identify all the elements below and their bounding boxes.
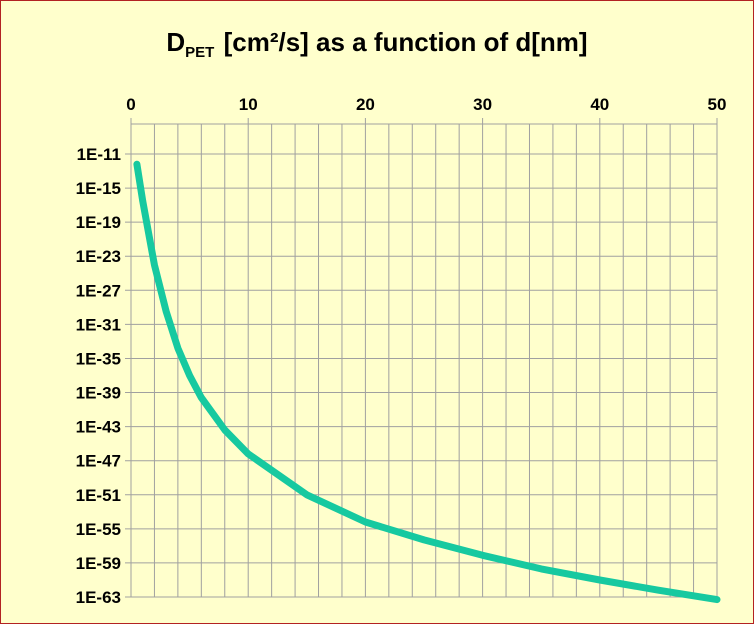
y-tick-label: 1E-51	[76, 486, 121, 505]
x-tick-label: 30	[473, 95, 492, 114]
y-tick-label: 1E-39	[76, 384, 121, 403]
series-line	[133, 160, 721, 604]
x-tick-label: 0	[126, 95, 135, 114]
y-tick-label: 1E-47	[76, 452, 121, 471]
y-tick-label: 1E-27	[76, 281, 121, 300]
y-tick-label: 1E-19	[76, 213, 121, 232]
x-tick-label: 50	[708, 95, 727, 114]
y-tick-label: 1E-11	[77, 145, 121, 164]
y-tick-label: 1E-31	[76, 315, 121, 334]
y-tick-label: 1E-63	[76, 588, 121, 607]
y-tick-label: 1E-15	[76, 179, 121, 198]
x-tick-label: 20	[356, 95, 375, 114]
y-tick-label: 1E-55	[76, 520, 121, 539]
x-tick-label: 40	[590, 95, 609, 114]
x-tick-label: 10	[239, 95, 258, 114]
chart-title: DPET [cm²/s] as a function of d[nm]	[166, 27, 588, 61]
y-tick-label: 1E-43	[76, 418, 121, 437]
y-tick-label: 1E-35	[76, 349, 121, 368]
y-tick-label: 1E-59	[76, 554, 121, 573]
y-tick-label: 1E-23	[76, 247, 121, 266]
